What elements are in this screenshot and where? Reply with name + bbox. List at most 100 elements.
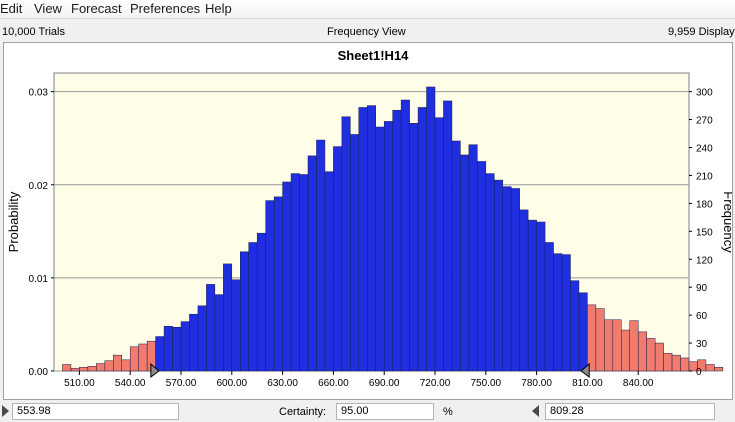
y-tick-label: 0.02 — [29, 181, 49, 192]
histogram-bar — [265, 200, 275, 372]
histogram-bar — [460, 154, 470, 372]
view-label: Frequency View — [327, 26, 406, 38]
histogram-bar — [299, 174, 309, 372]
histogram-bar — [96, 363, 106, 372]
histogram-bar — [426, 86, 436, 372]
histogram-bar — [307, 155, 317, 372]
y2-tick-label: 60 — [696, 311, 708, 322]
histogram-bar — [646, 338, 656, 372]
menu-view[interactable]: View — [34, 1, 62, 16]
upper-bound-marker — [580, 362, 590, 378]
status-bar: 10,000 Trials Frequency View 9,959 Displ… — [0, 22, 735, 42]
histogram-bar — [434, 117, 444, 372]
histogram-bar — [417, 107, 427, 372]
histogram-bar — [367, 105, 376, 372]
histogram-bar — [519, 209, 529, 372]
y2-tick-label: 120 — [696, 255, 713, 266]
menu-edit[interactable]: Edit — [0, 1, 23, 16]
y-tick-label: 0.01 — [29, 274, 49, 285]
trials-count: 10,000 Trials — [2, 26, 65, 38]
x-tick-label: 630.00 — [267, 378, 298, 389]
y2-tick-label: 150 — [696, 227, 713, 238]
histogram-bar — [451, 140, 461, 372]
y2-tick-label: 210 — [696, 171, 713, 182]
histogram-bar — [400, 99, 410, 372]
certainty-bar: 553.98 Certainty: 95.00 % 809.28 — [0, 400, 735, 422]
x-tick-label: 600.00 — [217, 378, 248, 389]
y2-tick-label: 240 — [696, 144, 713, 155]
menu-forecast[interactable]: Forecast — [71, 1, 122, 16]
x-tick-label: 660.00 — [318, 378, 349, 389]
histogram-bar — [527, 219, 537, 372]
histogram-bar — [392, 110, 402, 372]
histogram-bar — [189, 313, 199, 372]
histogram-bar — [375, 126, 385, 372]
histogram-bar — [604, 319, 614, 372]
histogram-bar — [256, 232, 266, 372]
menu-preferences[interactable]: Preferences — [130, 1, 201, 16]
histogram-bar — [443, 100, 453, 372]
histogram-bar — [494, 179, 503, 372]
chart-title: Sheet1!H14 — [338, 48, 410, 63]
histogram-bar — [163, 326, 173, 372]
histogram-bar — [553, 253, 563, 372]
histogram-bar — [290, 173, 300, 372]
left-grabber-icon[interactable] — [2, 405, 9, 417]
x-tick-label: 540.00 — [115, 378, 146, 389]
x-tick-label: 720.00 — [420, 378, 451, 389]
histogram-bar — [138, 343, 148, 372]
histogram-bar — [62, 364, 72, 372]
histogram-bar — [578, 292, 588, 372]
histogram-bars — [62, 86, 724, 372]
histogram-bar — [121, 359, 131, 372]
certainty-field[interactable]: 95.00 — [336, 403, 434, 420]
histogram-bar — [104, 360, 114, 372]
histogram-bar — [113, 354, 122, 372]
frequency-chart: 510.00 540.00 570.00 600.00 630.00 660.00 690.… — [6, 48, 732, 389]
y2-axis-label: Frequency — [721, 191, 732, 253]
x-tick-label: 810.00 — [572, 378, 603, 389]
histogram-bar — [570, 280, 580, 372]
histogram-bar — [231, 279, 241, 372]
y2-tick-label: 270 — [696, 116, 713, 127]
y-axis-ticks: 0.00 0.01 0.02 0.03 — [29, 88, 54, 378]
lower-bound-field[interactable]: 553.98 — [12, 403, 179, 420]
right-grabber-icon[interactable] — [532, 405, 539, 417]
histogram-bar — [172, 326, 182, 372]
x-tick-label: 840.00 — [623, 378, 654, 389]
histogram-bar — [595, 308, 605, 372]
y2-tick-label: 180 — [696, 199, 713, 210]
histogram-bar — [324, 171, 334, 372]
histogram-bar — [663, 353, 673, 372]
y2-tick-label: 300 — [696, 88, 713, 99]
histogram-bar — [214, 294, 224, 372]
histogram-bar — [155, 336, 165, 372]
histogram-bar — [714, 367, 724, 372]
upper-bound-field[interactable]: 809.28 — [545, 403, 715, 420]
y2-axis-ticks: 0 30 60 90 120 150 180 210 240 270 300 — [689, 88, 713, 378]
histogram-bar — [705, 364, 715, 372]
menu-help[interactable]: Help — [205, 1, 232, 16]
histogram-bar — [621, 329, 630, 372]
histogram-bar — [468, 144, 478, 372]
histogram-bar — [654, 342, 664, 372]
histogram-bar — [637, 331, 647, 372]
histogram-bar — [316, 139, 326, 372]
histogram-bar — [612, 319, 622, 372]
histogram-bar — [341, 116, 351, 372]
histogram-bar — [180, 321, 190, 372]
histogram-bar — [383, 121, 393, 372]
percent-label: % — [443, 406, 453, 418]
y-tick-label: 0.00 — [29, 367, 49, 378]
histogram-bar — [350, 134, 360, 372]
menu-bar: Edit View Forecast Preferences Help — [0, 0, 735, 19]
y-axis-label: Probability — [6, 191, 21, 252]
certainty-label: Certainty: — [279, 406, 327, 418]
histogram-bar — [629, 320, 639, 372]
histogram-bar — [358, 107, 368, 372]
histogram-bar — [223, 263, 233, 372]
x-tick-label: 690.00 — [369, 378, 400, 389]
histogram-bar — [70, 367, 80, 372]
histogram-bar — [536, 221, 546, 372]
histogram-bar — [282, 181, 292, 372]
